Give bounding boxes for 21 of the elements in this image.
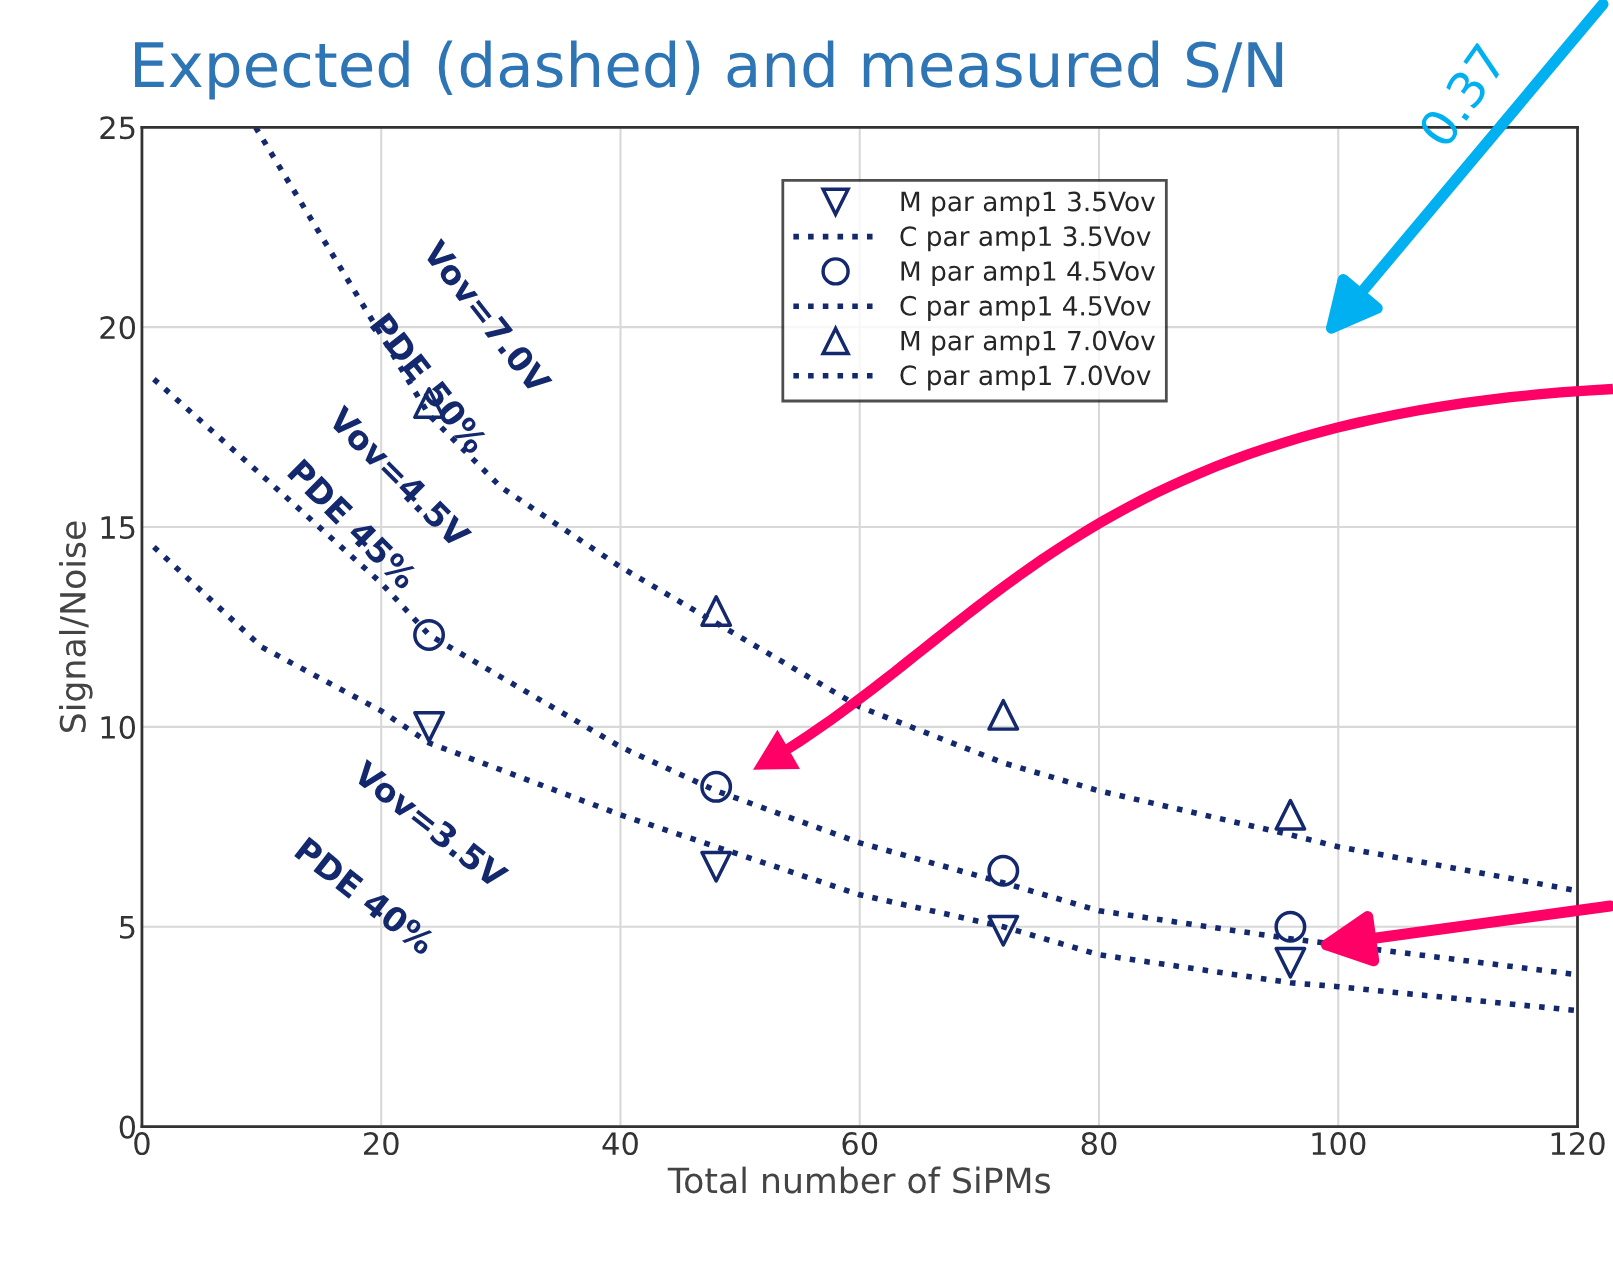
x-tick-label: 60 — [842, 1132, 878, 1156]
chart-title: Expected (dashed) and measured S/N — [135, 40, 1283, 100]
x-tick-label: 100 — [1312, 1132, 1366, 1156]
y-axis-title: Signal/Noise — [59, 521, 93, 732]
legend-label: C par amp1 7.0Vov — [900, 365, 1151, 391]
y-tick-label: 5 — [120, 916, 135, 939]
x-tick-label: 80 — [1081, 1132, 1117, 1156]
y-tick-label: 10 — [101, 715, 136, 739]
legend-label: C par amp1 4.5Vov — [900, 295, 1151, 321]
legend-label: C par amp1 3.5Vov — [900, 226, 1151, 252]
x-tick-label: 120 — [1551, 1132, 1605, 1156]
y-tick-label: 0 — [119, 1115, 136, 1139]
x-tick-label: 20 — [364, 1132, 399, 1156]
y-tick-label: 15 — [101, 516, 135, 540]
y-tick-label: 20 — [100, 316, 136, 340]
y-tick-label: 25 — [100, 116, 135, 140]
x-tick-label: 40 — [602, 1132, 638, 1156]
legend-label: M par amp1 4.5Vov — [901, 261, 1155, 287]
x-axis-title: Total number of SiPMs — [667, 1166, 1050, 1194]
legend-label: M par amp1 7.0Vov — [901, 330, 1155, 356]
legend-label: M par amp1 3.5Vov — [901, 191, 1155, 217]
